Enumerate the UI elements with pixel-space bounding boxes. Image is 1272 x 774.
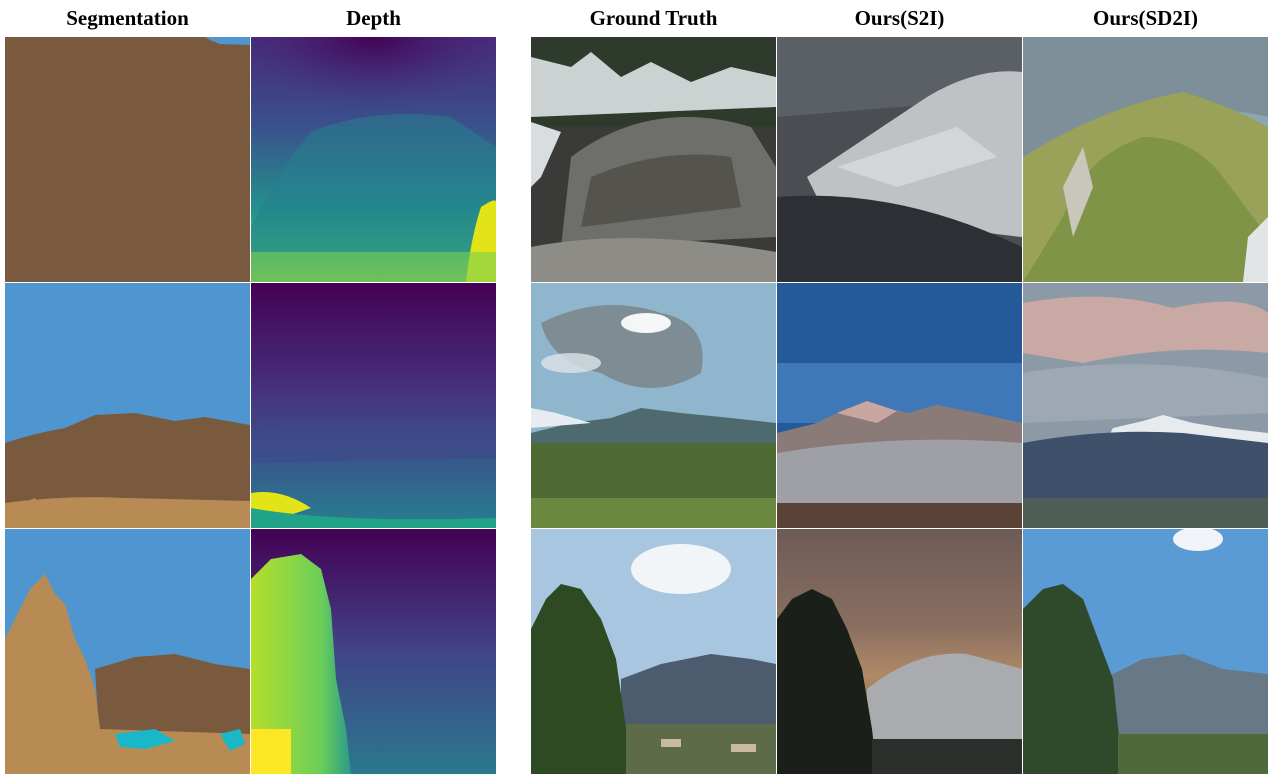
row1-segmentation bbox=[5, 37, 250, 282]
row3-segmentation bbox=[5, 529, 250, 774]
row3-ours-sd2i bbox=[1023, 529, 1268, 774]
row1-ground-truth bbox=[531, 37, 776, 282]
header-segmentation: Segmentation bbox=[66, 6, 189, 30]
row2-ours-sd2i bbox=[1023, 283, 1268, 528]
row2-segmentation bbox=[5, 283, 250, 528]
row1-depth bbox=[251, 37, 496, 282]
header-depth: Depth bbox=[346, 6, 401, 30]
row3-ours-s2i bbox=[777, 529, 1022, 774]
header-ours-s2i: Ours(S2I) bbox=[854, 6, 945, 30]
row2-ours-s2i bbox=[777, 283, 1022, 528]
row2-depth bbox=[251, 283, 496, 528]
row1-ours-s2i bbox=[777, 37, 1022, 282]
row3-ground-truth bbox=[531, 529, 776, 774]
header-ours-sd2i: Ours(SD2I) bbox=[1092, 6, 1198, 30]
row1-ours-sd2i bbox=[1023, 37, 1268, 282]
header-ground-truth: Ground Truth bbox=[589, 6, 718, 30]
row2-ground-truth bbox=[531, 283, 776, 528]
row3-depth bbox=[251, 529, 496, 774]
